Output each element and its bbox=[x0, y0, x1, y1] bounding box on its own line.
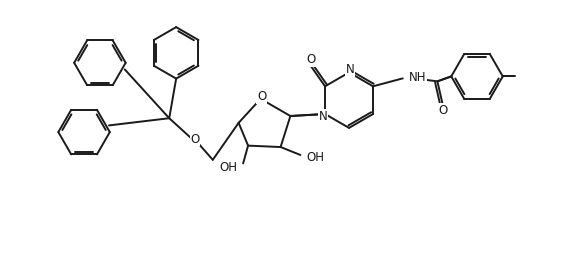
Text: N: N bbox=[319, 109, 328, 123]
Text: OH: OH bbox=[219, 161, 237, 174]
Text: O: O bbox=[439, 104, 448, 116]
Text: O: O bbox=[257, 90, 266, 103]
Text: O: O bbox=[190, 132, 199, 146]
Text: N: N bbox=[346, 63, 354, 76]
Text: NH: NH bbox=[409, 71, 426, 84]
Text: O: O bbox=[307, 53, 316, 66]
Text: OH: OH bbox=[306, 151, 324, 164]
